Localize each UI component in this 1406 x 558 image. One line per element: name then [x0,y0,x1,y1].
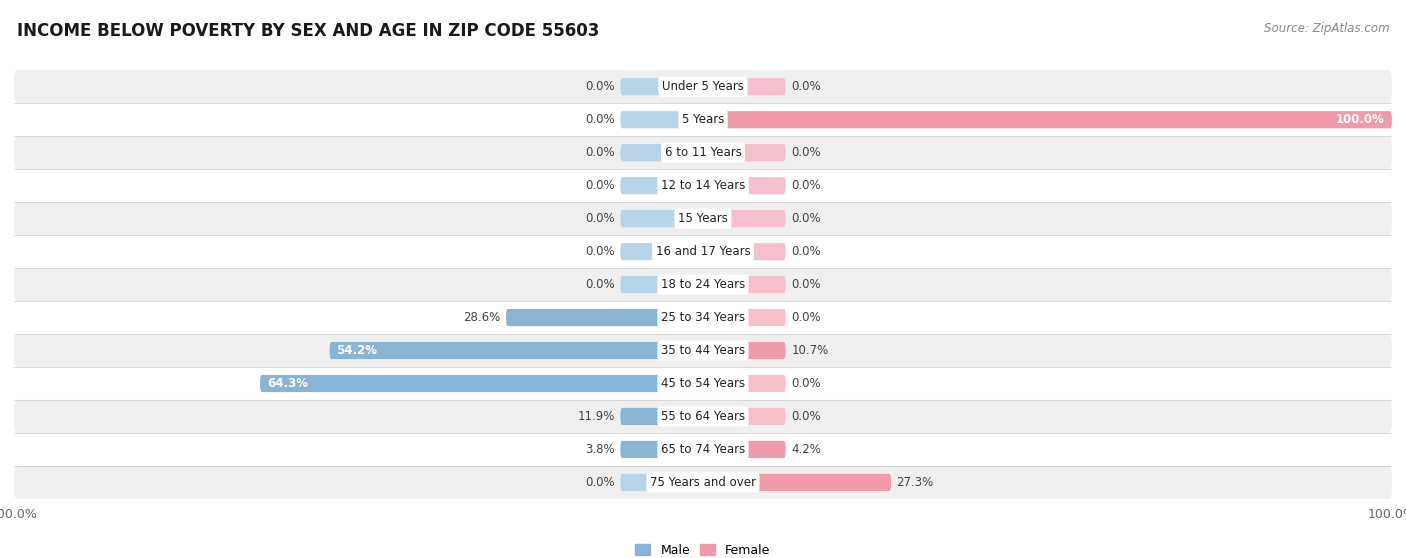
Text: Under 5 Years: Under 5 Years [662,80,744,93]
FancyBboxPatch shape [703,78,786,95]
Text: 18 to 24 Years: 18 to 24 Years [661,278,745,291]
Text: 45 to 54 Years: 45 to 54 Years [661,377,745,390]
FancyBboxPatch shape [620,177,703,194]
Text: 27.3%: 27.3% [897,476,934,489]
FancyBboxPatch shape [620,243,703,260]
Text: 0.0%: 0.0% [585,245,614,258]
Text: 0.0%: 0.0% [585,179,614,192]
Text: 3.8%: 3.8% [585,443,614,456]
FancyBboxPatch shape [703,309,786,326]
Text: 64.3%: 64.3% [267,377,308,390]
FancyBboxPatch shape [14,400,1392,433]
Text: 0.0%: 0.0% [792,146,821,159]
FancyBboxPatch shape [14,235,1392,268]
FancyBboxPatch shape [14,301,1392,334]
FancyBboxPatch shape [620,474,703,491]
FancyBboxPatch shape [14,103,1392,136]
Text: 0.0%: 0.0% [792,410,821,423]
FancyBboxPatch shape [620,210,703,227]
Text: 0.0%: 0.0% [792,377,821,390]
Text: Source: ZipAtlas.com: Source: ZipAtlas.com [1264,22,1389,35]
Text: 5 Years: 5 Years [682,113,724,126]
FancyBboxPatch shape [703,474,891,491]
FancyBboxPatch shape [14,334,1392,367]
FancyBboxPatch shape [703,177,786,194]
FancyBboxPatch shape [14,136,1392,169]
Text: 0.0%: 0.0% [585,212,614,225]
FancyBboxPatch shape [14,169,1392,202]
FancyBboxPatch shape [703,243,786,260]
FancyBboxPatch shape [703,210,786,227]
FancyBboxPatch shape [260,375,703,392]
FancyBboxPatch shape [14,268,1392,301]
FancyBboxPatch shape [620,276,703,293]
FancyBboxPatch shape [703,276,786,293]
FancyBboxPatch shape [703,111,1392,128]
Text: 16 and 17 Years: 16 and 17 Years [655,245,751,258]
FancyBboxPatch shape [14,202,1392,235]
Text: 0.0%: 0.0% [792,245,821,258]
Text: 65 to 74 Years: 65 to 74 Years [661,443,745,456]
FancyBboxPatch shape [14,367,1392,400]
Text: 4.2%: 4.2% [792,443,821,456]
FancyBboxPatch shape [329,342,703,359]
FancyBboxPatch shape [703,144,786,161]
Text: 54.2%: 54.2% [336,344,377,357]
FancyBboxPatch shape [14,466,1392,499]
Text: 0.0%: 0.0% [585,146,614,159]
Text: 10.7%: 10.7% [792,344,828,357]
Text: INCOME BELOW POVERTY BY SEX AND AGE IN ZIP CODE 55603: INCOME BELOW POVERTY BY SEX AND AGE IN Z… [17,22,599,40]
FancyBboxPatch shape [506,309,703,326]
Text: 75 Years and over: 75 Years and over [650,476,756,489]
FancyBboxPatch shape [703,408,786,425]
FancyBboxPatch shape [14,433,1392,466]
Text: 0.0%: 0.0% [585,80,614,93]
Text: 6 to 11 Years: 6 to 11 Years [665,146,741,159]
Text: 0.0%: 0.0% [585,476,614,489]
Text: 15 Years: 15 Years [678,212,728,225]
Text: 12 to 14 Years: 12 to 14 Years [661,179,745,192]
FancyBboxPatch shape [620,441,703,458]
FancyBboxPatch shape [703,342,786,359]
FancyBboxPatch shape [620,78,703,95]
Text: 0.0%: 0.0% [792,80,821,93]
Text: 0.0%: 0.0% [585,278,614,291]
Text: 11.9%: 11.9% [578,410,614,423]
Text: 100.0%: 100.0% [1336,113,1385,126]
FancyBboxPatch shape [14,70,1392,103]
FancyBboxPatch shape [703,441,786,458]
Text: 0.0%: 0.0% [585,113,614,126]
FancyBboxPatch shape [703,375,786,392]
FancyBboxPatch shape [620,408,703,425]
Text: 0.0%: 0.0% [792,278,821,291]
FancyBboxPatch shape [620,144,703,161]
Text: 0.0%: 0.0% [792,179,821,192]
Text: 0.0%: 0.0% [792,311,821,324]
Text: 28.6%: 28.6% [463,311,501,324]
Text: 25 to 34 Years: 25 to 34 Years [661,311,745,324]
Text: 35 to 44 Years: 35 to 44 Years [661,344,745,357]
Text: 0.0%: 0.0% [792,212,821,225]
FancyBboxPatch shape [620,111,703,128]
Legend: Male, Female: Male, Female [636,544,770,557]
Text: 55 to 64 Years: 55 to 64 Years [661,410,745,423]
